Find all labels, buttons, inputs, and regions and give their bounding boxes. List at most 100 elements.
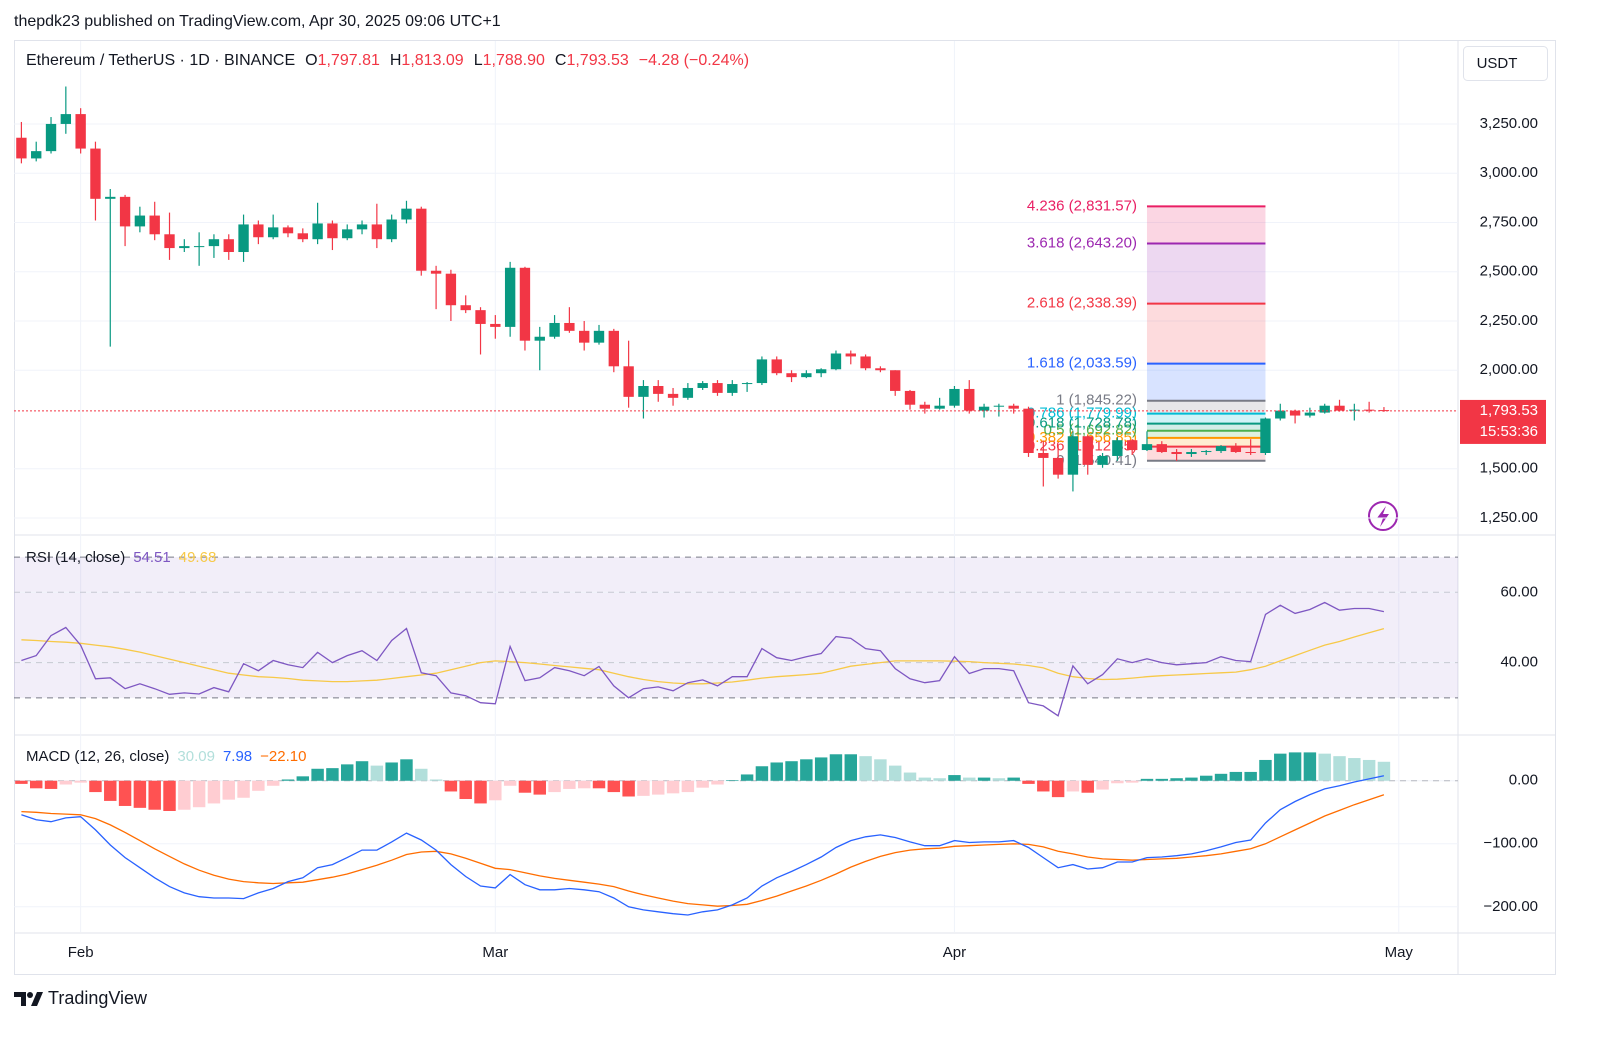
candle-body [1097, 455, 1108, 465]
legend: MACD (12, 26, close) 30.09 7.98 −22.10 [26, 748, 306, 765]
candle-body [1201, 451, 1212, 453]
candle-body [164, 234, 175, 249]
histogram-bar [444, 780, 458, 792]
change: −4.28 (−0.24%) [639, 52, 749, 69]
candle-body [386, 219, 397, 240]
candle-body [253, 224, 264, 238]
y-tick-label: 1,500.00 [1480, 460, 1538, 477]
histogram-bar [1214, 773, 1228, 781]
histogram-bar [311, 768, 324, 781]
histogram-bar [296, 776, 310, 781]
candle-body [475, 310, 486, 324]
title: MACD (12, 26, close) [26, 748, 169, 765]
candle-body [801, 373, 812, 378]
candle-body [993, 405, 1005, 407]
fib-zone [1146, 430, 1266, 438]
legend-value: −22.10 [260, 748, 306, 765]
histogram-bar [192, 780, 206, 808]
histogram-bar [918, 777, 932, 781]
histogram-bar [89, 780, 102, 793]
candle-body [416, 208, 427, 271]
histogram-bar [1185, 777, 1198, 781]
candle-body [1067, 436, 1079, 475]
histogram-bar [1037, 780, 1050, 792]
fib-label: 0.618 (1,728.78) [1027, 415, 1137, 432]
histogram-bar [326, 768, 339, 781]
candle-body [75, 114, 86, 149]
histogram-bar [755, 766, 769, 781]
last-price-label: 1,793.53 [1480, 402, 1538, 419]
histogram-bar [370, 765, 384, 781]
candle-body [1230, 446, 1242, 453]
histogram-bar [385, 762, 398, 781]
candle-body [534, 336, 545, 341]
histogram-bar [740, 774, 754, 781]
candle-body [16, 137, 27, 159]
histogram-bar [814, 757, 828, 781]
candle-body [771, 359, 782, 374]
ohlc-key: L [474, 52, 483, 69]
histogram-bar [489, 780, 502, 801]
x-tick-label: Mar [482, 944, 508, 961]
ohlc-value: 1,788.90 [483, 52, 545, 69]
histogram-bar [577, 780, 591, 789]
candle-body [727, 384, 738, 393]
histogram-bar [148, 780, 161, 810]
y-tick-label: 3,250.00 [1480, 115, 1538, 132]
histogram-bar [1200, 775, 1213, 781]
candle-body [490, 323, 501, 327]
candle-body [460, 305, 471, 311]
candle-body [741, 383, 753, 385]
histogram-bar [977, 777, 991, 781]
histogram-bar [163, 780, 176, 811]
histogram-bar [607, 780, 621, 793]
histogram-bar [1333, 756, 1346, 781]
candle-body [105, 196, 116, 199]
fib-label: 0.382 (1,656.85) [1027, 429, 1137, 446]
candle-body [564, 322, 575, 331]
histogram-bar [44, 780, 58, 789]
fib-label: 1.618 (2,033.59) [1027, 355, 1137, 372]
histogram-bar [15, 780, 28, 784]
histogram-bar [1274, 753, 1287, 781]
candle-body [964, 388, 975, 411]
histogram-bar [1362, 759, 1376, 781]
histogram-bar [1288, 752, 1302, 781]
candle-body [904, 390, 916, 405]
alert-icon[interactable] [1368, 501, 1398, 531]
histogram-bar [1259, 759, 1272, 781]
candle-body [445, 273, 457, 306]
histogram-bar [518, 780, 532, 793]
candle-body [934, 405, 945, 409]
histogram-bar [785, 761, 798, 781]
histogram-bar [59, 780, 73, 785]
candle-body [430, 270, 442, 274]
histogram-bar [1244, 771, 1257, 781]
y-tick-label: 3,000.00 [1480, 164, 1538, 181]
signal-line [21, 794, 1385, 907]
y-tick-label: 0.00 [1509, 772, 1538, 789]
currency-box[interactable] [1463, 46, 1548, 81]
candle-body [667, 393, 679, 398]
histogram-bar [429, 779, 443, 781]
ohlc-key: C [555, 52, 567, 69]
brand-logo [14, 992, 43, 1006]
candle-body [1304, 412, 1316, 416]
legend-value: 54.51 [133, 549, 171, 566]
y-tick-label: −200.00 [1483, 898, 1538, 915]
candle-body [282, 227, 294, 234]
fib-label: 4.236 (2,831.57) [1027, 197, 1137, 214]
symbol: Ethereum / TetherUS · 1D · BINANCE [26, 52, 295, 69]
candle-body [1289, 410, 1301, 416]
y-tick-label: 40.00 [1500, 654, 1538, 671]
candle-body [830, 353, 842, 370]
candle-body [1260, 418, 1271, 454]
frame [14, 40, 1556, 975]
y-tick-label: 2,250.00 [1480, 312, 1538, 329]
candle-body [312, 223, 323, 240]
candle-body [815, 369, 827, 374]
histogram-bar [666, 780, 680, 794]
candle-body [1023, 408, 1034, 454]
histogram-bar [770, 762, 783, 781]
